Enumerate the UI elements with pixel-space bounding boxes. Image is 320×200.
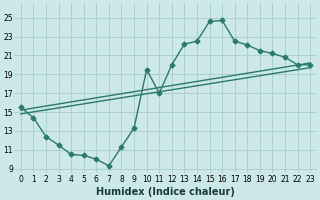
- X-axis label: Humidex (Indice chaleur): Humidex (Indice chaleur): [96, 187, 235, 197]
